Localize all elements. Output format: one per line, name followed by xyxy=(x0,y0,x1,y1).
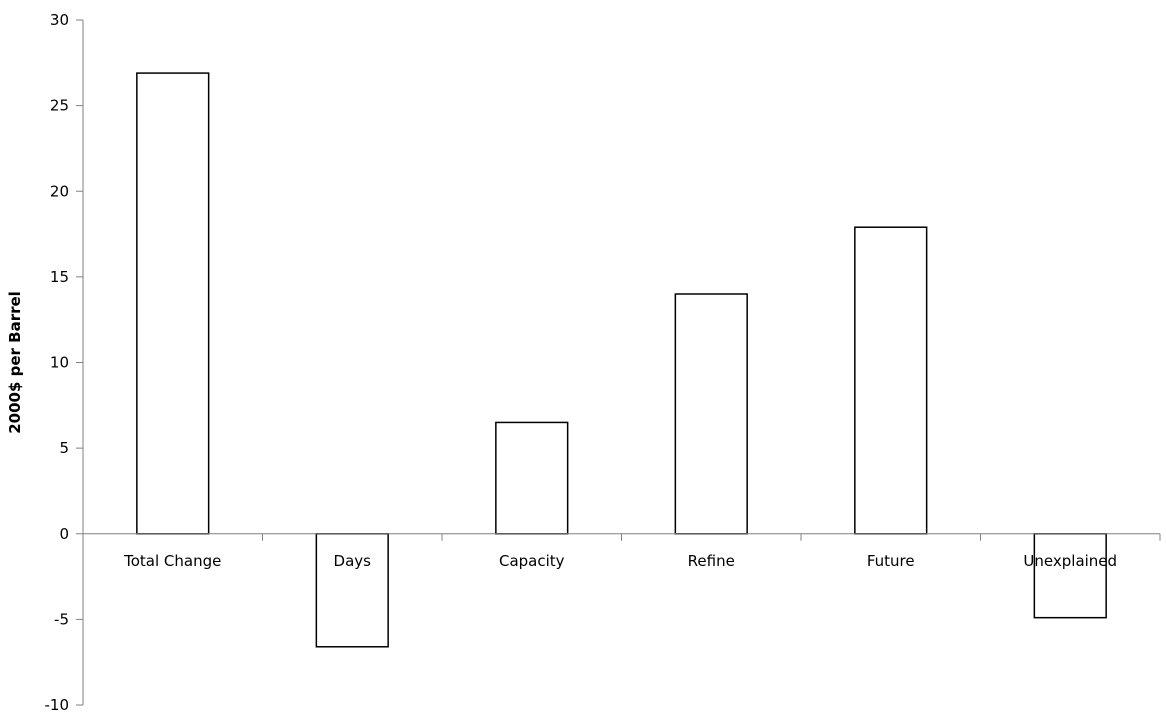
y-tick-label: 5 xyxy=(59,439,69,457)
y-tick-label: 0 xyxy=(59,525,69,543)
bar-future xyxy=(854,226,928,535)
x-category-label: Refine xyxy=(688,552,735,570)
y-tick-label: 10 xyxy=(50,354,69,372)
bar-days xyxy=(315,533,389,648)
y-tick-label: 30 xyxy=(50,11,69,29)
y-axis-label: 2000$ per Barrel xyxy=(6,291,24,434)
bar-unexplained xyxy=(1033,533,1107,619)
y-tick-label: 15 xyxy=(50,268,69,286)
x-category-label: Future xyxy=(867,552,915,570)
bars xyxy=(136,72,1107,648)
x-category-label: Total Change xyxy=(123,552,221,570)
y-tick-label: -5 xyxy=(54,610,69,628)
x-category-label: Days xyxy=(334,552,372,570)
y-tick-label: -10 xyxy=(45,696,70,714)
category-labels: Total Change Days Capacity Refine Future Unex… xyxy=(123,552,1117,570)
x-axis-ticks xyxy=(82,533,1161,541)
bar-refine xyxy=(674,293,748,535)
x-category-label: Unexplained xyxy=(1023,552,1117,570)
y-tick-label: 20 xyxy=(50,182,69,200)
y-tick-label: 25 xyxy=(50,97,69,115)
x-category-label: Capacity xyxy=(499,552,565,570)
y-axis-ticks: -10 -5 0 5 10 15 20 25 30 xyxy=(45,11,83,714)
bar-total-change xyxy=(136,72,210,535)
bar-capacity xyxy=(495,421,569,535)
